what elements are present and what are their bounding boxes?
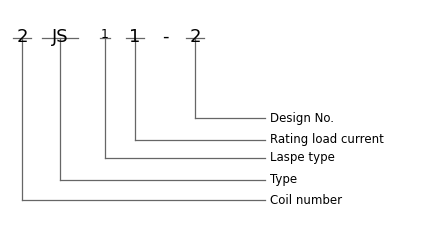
Text: 1: 1 [129,28,141,46]
Text: Laspe type: Laspe type [270,151,335,164]
Text: 1: 1 [101,28,109,41]
Text: -: - [162,28,168,46]
Text: 2: 2 [16,28,28,46]
Text: Type: Type [270,173,297,187]
Text: Design No.: Design No. [270,111,334,124]
Text: 2: 2 [189,28,201,46]
Text: Rating load current: Rating load current [270,133,384,146]
Text: Coil number: Coil number [270,193,342,206]
Text: JS: JS [52,28,68,46]
